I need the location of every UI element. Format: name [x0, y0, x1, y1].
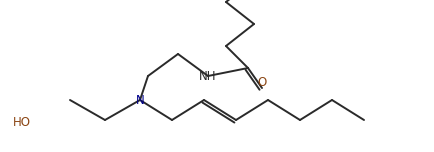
Text: O: O	[257, 76, 266, 90]
Text: NH: NH	[199, 69, 216, 83]
Text: HO: HO	[13, 116, 31, 128]
Text: N: N	[135, 95, 144, 107]
